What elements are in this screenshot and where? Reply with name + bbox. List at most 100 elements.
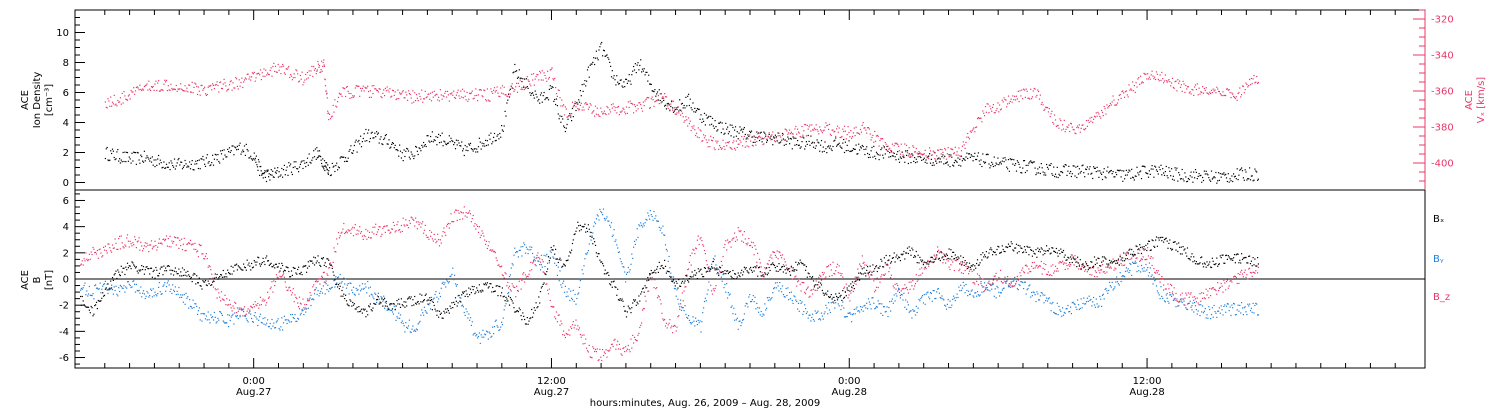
ion-density-point — [588, 76, 590, 78]
ion-density-point — [1067, 170, 1069, 172]
ion-density-point — [241, 151, 243, 153]
ion-density-point — [984, 162, 986, 164]
ion-density-point — [323, 160, 326, 162]
ion-density-point — [791, 148, 793, 150]
vx-point — [728, 141, 730, 143]
by-point — [207, 311, 209, 313]
bz-point — [582, 343, 584, 345]
bz-point — [236, 307, 238, 309]
by-point — [111, 284, 113, 286]
ion-density-point — [932, 162, 934, 164]
ion-density-point — [1030, 160, 1032, 162]
vx-point — [793, 136, 795, 139]
vx-point — [703, 137, 706, 139]
bz-point — [795, 275, 797, 277]
by-point — [622, 266, 624, 268]
vx-point — [721, 147, 723, 149]
bz-point — [352, 235, 355, 237]
bz-point — [577, 325, 579, 327]
by-point — [516, 250, 518, 253]
bz-point — [147, 244, 149, 246]
ion-density-point — [1033, 161, 1035, 163]
bz-point — [359, 226, 361, 228]
ion-density-point — [1103, 168, 1105, 170]
ion-density-point — [172, 165, 174, 167]
ion-density-point — [261, 174, 263, 176]
ion-density-point — [784, 139, 786, 141]
by-point — [1128, 271, 1130, 274]
by-point — [709, 268, 711, 270]
ion-density-point — [827, 146, 829, 148]
bz-point — [177, 237, 179, 239]
bz-point — [474, 223, 476, 225]
by-point — [539, 264, 541, 266]
ion-density-point — [1251, 175, 1253, 177]
by-point — [462, 306, 464, 308]
by-point — [352, 292, 354, 294]
by-point — [818, 318, 820, 320]
vx-point — [1170, 85, 1172, 87]
bz-point — [368, 231, 371, 233]
by-point — [621, 263, 623, 265]
ion-density-point — [485, 139, 487, 141]
by-point — [616, 244, 618, 246]
vx-point — [670, 103, 672, 105]
bz-point — [243, 308, 245, 310]
vx-point — [178, 88, 180, 91]
by-point — [80, 289, 82, 291]
vx-point — [919, 152, 921, 154]
by-point — [993, 295, 995, 297]
by-point — [1216, 316, 1218, 318]
by-point — [1116, 281, 1119, 283]
ion-density-point — [206, 154, 208, 156]
vx-point — [227, 89, 229, 91]
ion-density-point — [262, 172, 264, 174]
ion-density-point — [640, 59, 642, 61]
ion-density-point — [800, 146, 802, 148]
ion-density-point — [631, 74, 633, 76]
by-point — [921, 295, 924, 297]
ion-density-point — [399, 144, 401, 146]
bz-point — [696, 239, 698, 241]
vx-point — [871, 136, 873, 139]
bz-point — [190, 244, 192, 246]
ion-density-point — [937, 158, 939, 160]
vx-point — [678, 112, 680, 114]
vx-point — [253, 71, 255, 73]
by-point — [656, 220, 659, 222]
by-point — [318, 295, 320, 297]
by-point — [157, 293, 159, 295]
vx-point — [238, 79, 240, 81]
vx-point — [621, 110, 623, 112]
ion-density-point — [114, 159, 116, 161]
ion-density-point — [1050, 163, 1052, 165]
ion-density-point — [200, 158, 202, 160]
by-point — [454, 274, 456, 276]
bz-point — [328, 267, 330, 269]
by-point — [890, 310, 892, 312]
by-point — [501, 324, 503, 326]
ion-density-point — [322, 158, 324, 160]
vx-point — [476, 94, 478, 96]
vx-point — [594, 115, 596, 117]
vx-point — [447, 94, 449, 96]
vx-point — [774, 141, 776, 143]
by-point — [465, 308, 467, 310]
by-point — [113, 286, 115, 288]
ion-density-point — [929, 162, 932, 164]
vx-point — [741, 136, 743, 138]
ion-density-point — [546, 97, 548, 99]
vx-point — [742, 138, 745, 140]
bz-point — [774, 254, 776, 256]
by-point — [960, 284, 962, 286]
by-point — [628, 271, 630, 273]
by-point — [213, 311, 215, 314]
by-point — [773, 287, 776, 289]
vx-point — [273, 62, 275, 64]
bz-point — [251, 306, 253, 308]
by-point — [990, 283, 992, 285]
ion-density-point — [442, 145, 444, 147]
ion-density-point — [906, 154, 908, 156]
ion-density-point — [122, 151, 124, 154]
ion-density-point — [539, 94, 542, 96]
